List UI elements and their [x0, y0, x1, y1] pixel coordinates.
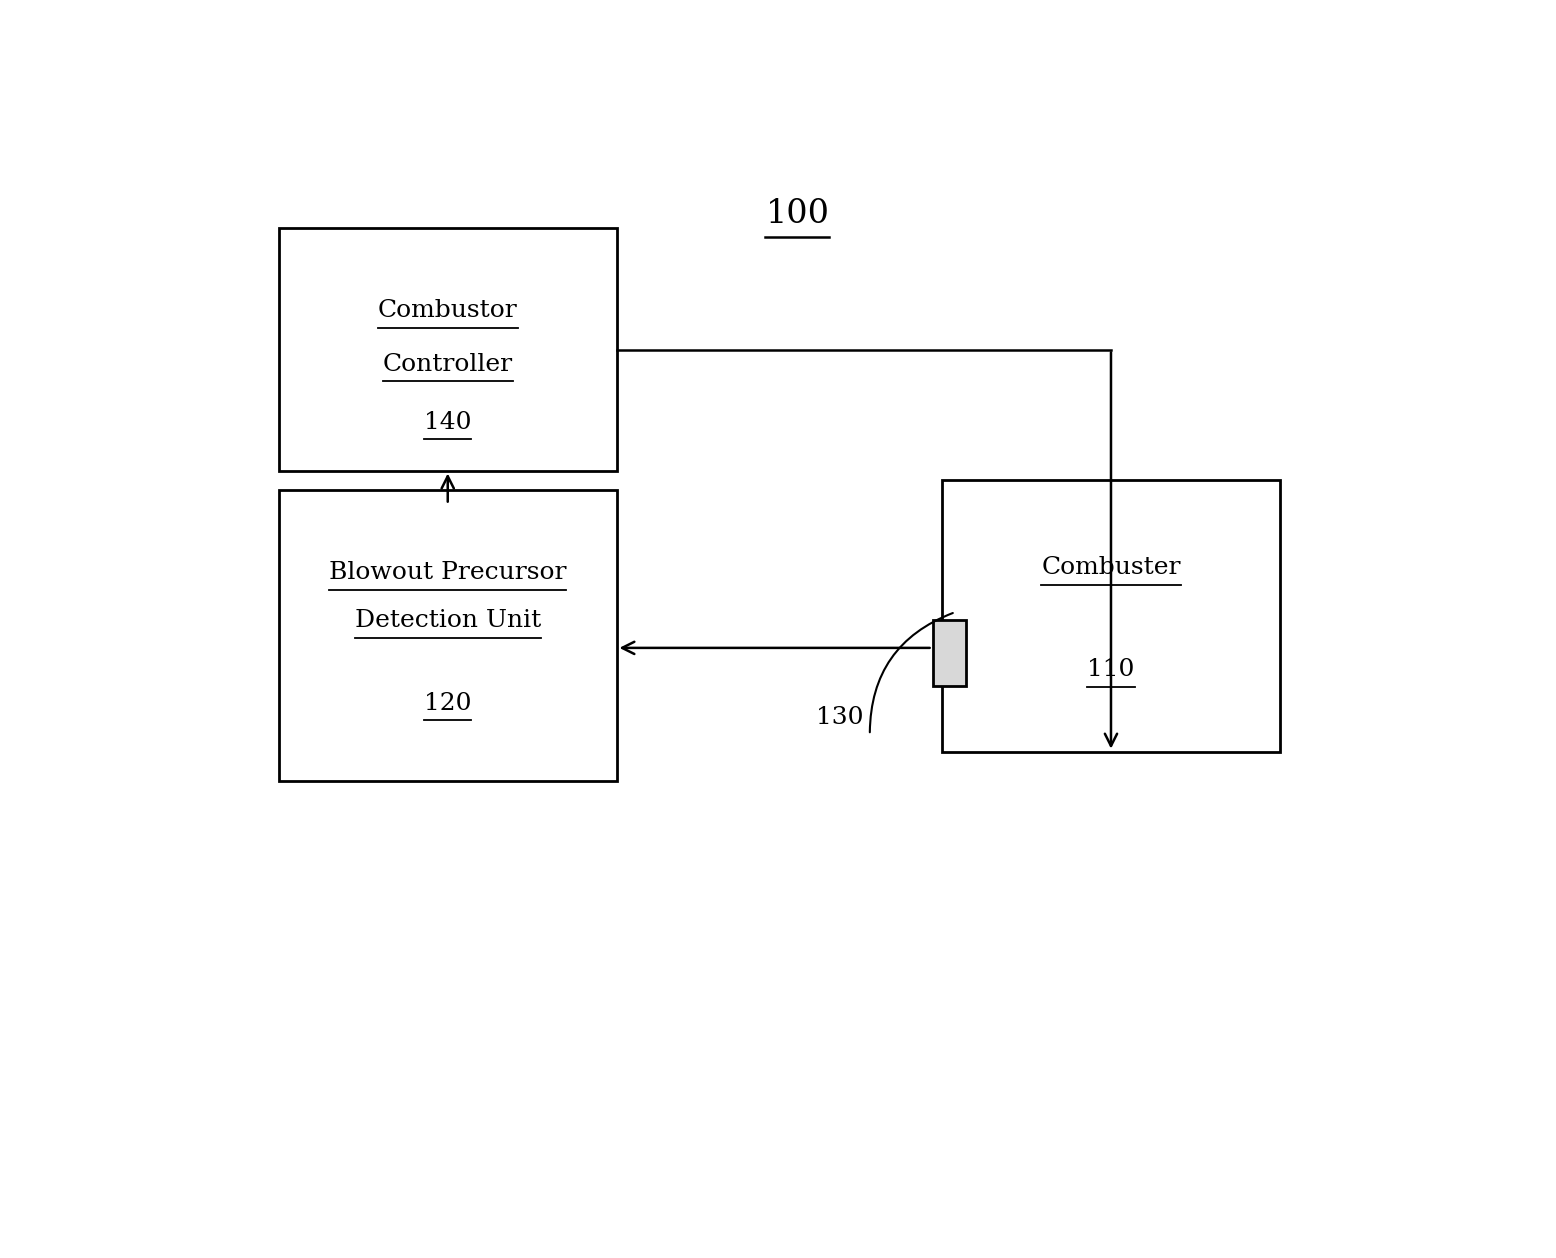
- Bar: [279, 229, 616, 470]
- Bar: [932, 620, 966, 686]
- Text: 140: 140: [423, 410, 471, 434]
- Text: Combustor: Combustor: [378, 299, 518, 322]
- Text: 100: 100: [766, 198, 829, 230]
- Bar: [279, 491, 616, 780]
- Text: 120: 120: [423, 692, 471, 715]
- Text: 110: 110: [1088, 658, 1134, 681]
- Text: 130: 130: [815, 706, 864, 730]
- Text: Blowout Precursor: Blowout Precursor: [328, 561, 566, 584]
- Text: Controller: Controller: [383, 352, 513, 376]
- Text: Detection Unit: Detection Unit: [355, 609, 541, 633]
- Bar: [941, 481, 1279, 751]
- Text: Combuster: Combuster: [1041, 556, 1181, 579]
